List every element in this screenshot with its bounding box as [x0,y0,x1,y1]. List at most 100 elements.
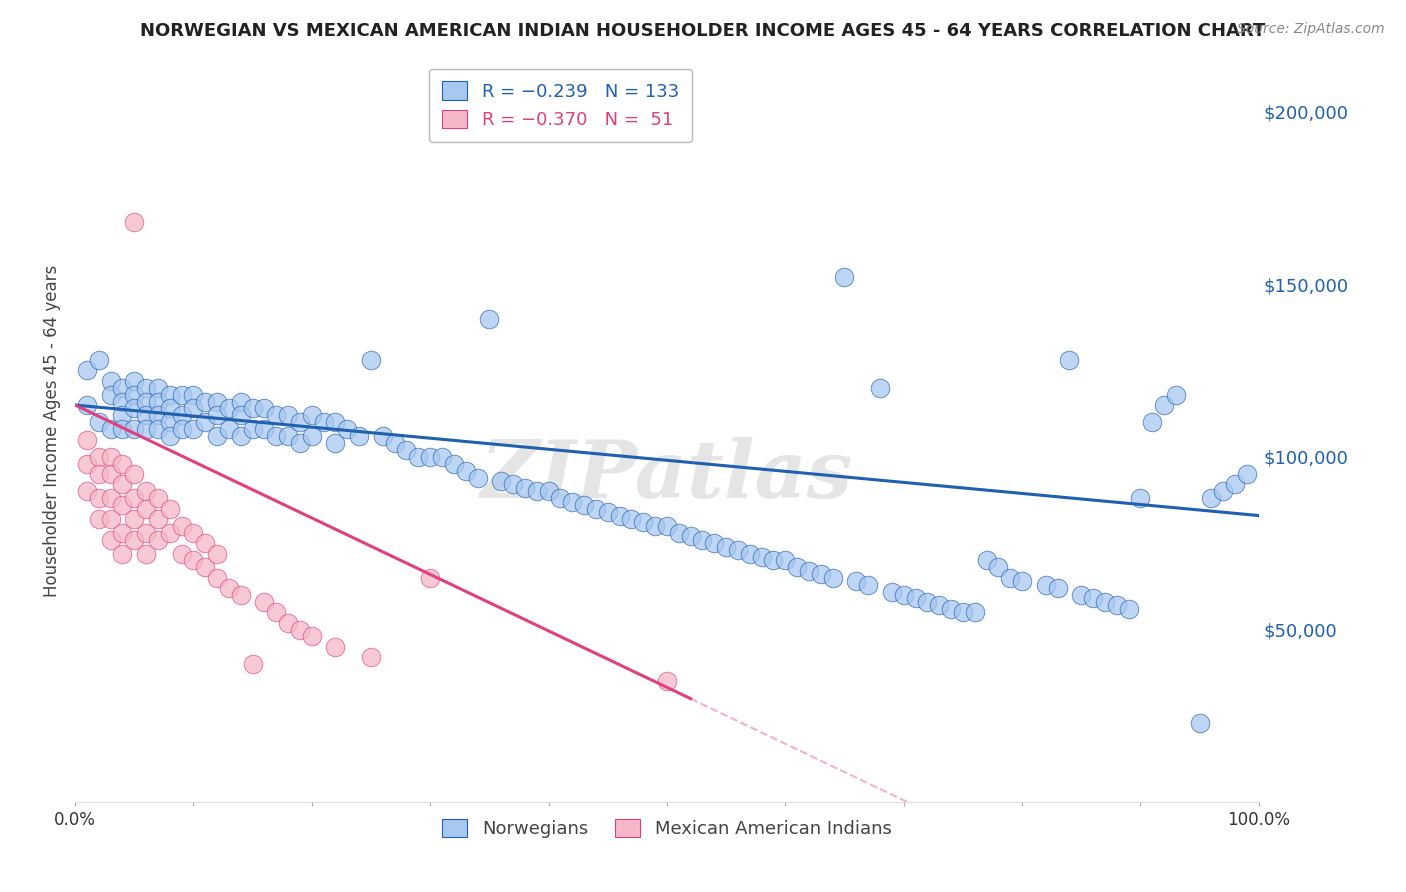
Point [146,409,169,423]
Point [489,474,512,488]
Point [242,401,264,416]
Text: Source: ZipAtlas.com: Source: ZipAtlas.com [1237,22,1385,37]
Point [100,450,122,464]
Point [264,409,287,423]
Point [170,409,193,423]
Point [513,481,536,495]
Point [159,429,181,443]
Point [122,533,145,547]
Point [253,595,276,609]
Point [122,387,145,401]
Point [135,422,157,436]
Point [146,533,169,547]
Point [183,525,205,540]
Point [325,436,347,450]
Point [253,401,276,416]
Point [229,588,252,602]
Point [100,374,122,388]
Y-axis label: Householder Income Ages 45 - 64 years: Householder Income Ages 45 - 64 years [44,265,60,597]
Point [288,436,311,450]
Point [478,311,501,326]
Point [122,374,145,388]
Point [218,581,240,595]
Point [408,450,430,464]
Point [135,484,157,499]
Point [572,498,595,512]
Point [845,574,868,589]
Point [1223,477,1246,491]
Point [347,429,370,443]
Point [288,415,311,429]
Point [87,353,110,368]
Point [526,484,548,499]
Point [703,536,725,550]
Point [170,387,193,401]
Point [100,533,122,547]
Point [893,588,915,602]
Point [87,491,110,506]
Point [159,387,181,401]
Point [301,409,323,423]
Point [917,595,939,609]
Point [159,525,181,540]
Point [146,512,169,526]
Point [620,512,643,526]
Point [146,491,169,506]
Point [1105,599,1128,613]
Point [111,409,134,423]
Point [751,549,773,564]
Point [111,457,134,471]
Point [111,394,134,409]
Point [467,470,489,484]
Point [1153,398,1175,412]
Point [596,505,619,519]
Point [194,536,217,550]
Point [987,560,1010,574]
Point [87,512,110,526]
Point [277,615,299,630]
Point [264,429,287,443]
Point [609,508,631,523]
Point [76,433,98,447]
Point [325,415,347,429]
Point [205,394,228,409]
Point [430,450,453,464]
Point [1188,715,1211,730]
Point [76,363,98,377]
Point [205,571,228,585]
Point [762,553,785,567]
Point [655,674,678,689]
Point [229,429,252,443]
Point [775,553,797,567]
Point [537,484,560,499]
Point [135,394,157,409]
Point [1059,353,1081,368]
Point [146,422,169,436]
Point [76,398,98,412]
Point [183,553,205,567]
Point [1129,491,1152,506]
Point [1118,602,1140,616]
Point [242,657,264,672]
Point [952,605,974,619]
Point [87,415,110,429]
Legend: Norwegians, Mexican American Indians: Norwegians, Mexican American Indians [434,812,898,846]
Point [264,605,287,619]
Point [714,540,737,554]
Point [727,543,749,558]
Point [170,519,193,533]
Point [939,602,962,616]
Point [170,547,193,561]
Point [928,599,950,613]
Point [159,501,181,516]
Point [312,415,335,429]
Point [122,491,145,506]
Point [419,450,441,464]
Point [443,457,465,471]
Point [856,577,879,591]
Point [205,429,228,443]
Point [395,442,418,457]
Point [218,422,240,436]
Point [111,547,134,561]
Point [360,650,382,665]
